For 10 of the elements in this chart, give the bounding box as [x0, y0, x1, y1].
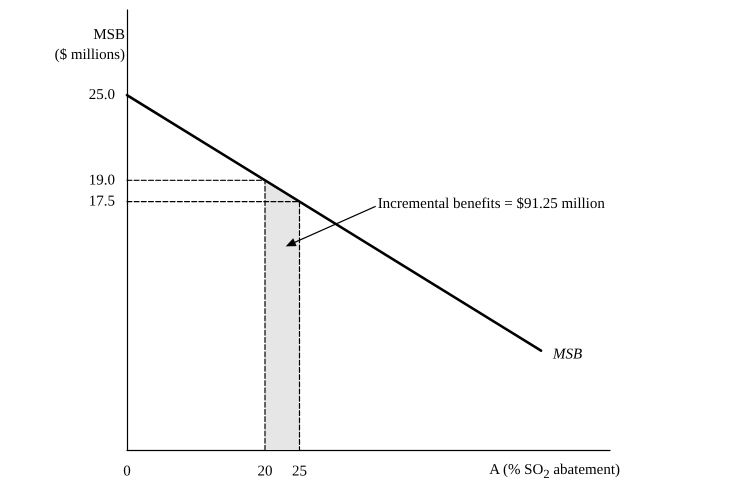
x-tick-label: 20: [258, 464, 272, 480]
x-tick-label: 0: [123, 464, 131, 480]
x-tick-label: 25: [292, 464, 307, 480]
annotation: Incremental benefits = $91.25 million: [378, 196, 605, 214]
y-axis-title: MSB ($ millions): [54, 26, 125, 64]
series-label: MSB: [552, 346, 582, 363]
y-tick-label: 17.5: [88, 194, 115, 210]
y-tick-label: 19.0: [88, 172, 115, 188]
x-axis-title: A (% SO$_{2}$ abatement): [489, 462, 620, 482]
y-tick-label: 25.0: [88, 87, 115, 104]
